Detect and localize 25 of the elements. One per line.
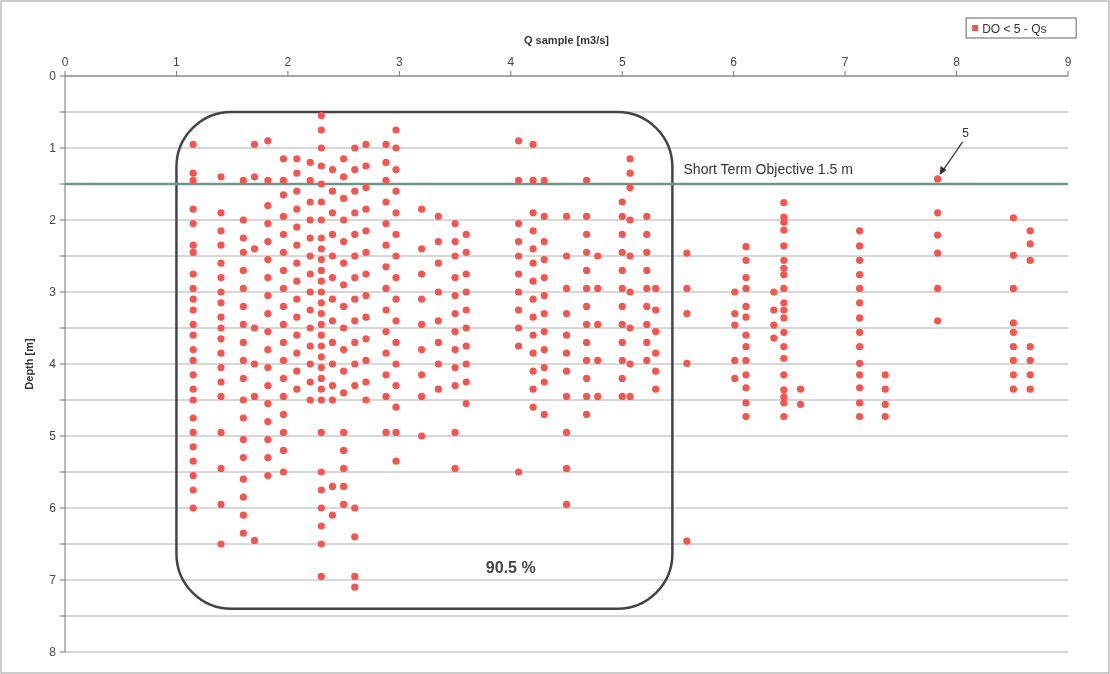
y-tick-label: 6 xyxy=(49,501,57,515)
x-tick-label: 6 xyxy=(730,55,738,69)
x-tick-label: 7 xyxy=(841,55,849,69)
annotation: 90.5 % xyxy=(485,558,536,576)
x-tick-label: 2 xyxy=(284,55,292,69)
legend-label: DO < 5 - Qs xyxy=(982,21,1047,36)
y-tick-label: 1 xyxy=(49,141,57,155)
y-tick-label: 0 xyxy=(49,69,57,83)
y-tick-label: 2 xyxy=(49,213,57,227)
x-tick-label: 9 xyxy=(1064,55,1072,69)
y-tick-label: 4 xyxy=(49,357,57,371)
x-tick-label: 8 xyxy=(953,55,961,69)
ref-line-label: Short Term Objective 1.5 m xyxy=(683,161,853,177)
y-tick-label: 5 xyxy=(49,429,57,443)
annotation: 5 xyxy=(962,125,970,140)
x-tick-label: 5 xyxy=(618,55,626,69)
x-tick-label: 1 xyxy=(173,55,181,69)
y-tick-label: 7 xyxy=(49,573,57,587)
x-tick-label: 3 xyxy=(395,55,403,69)
y-tick-label: 3 xyxy=(49,285,57,299)
x-tick-label: 4 xyxy=(507,55,515,69)
x-axis-title: Q sample [m3/s] xyxy=(524,34,610,46)
x-tick-label: 0 xyxy=(61,55,69,69)
y-tick-label: 8 xyxy=(49,645,57,659)
y-axis-title: Depth [m] xyxy=(23,338,35,390)
